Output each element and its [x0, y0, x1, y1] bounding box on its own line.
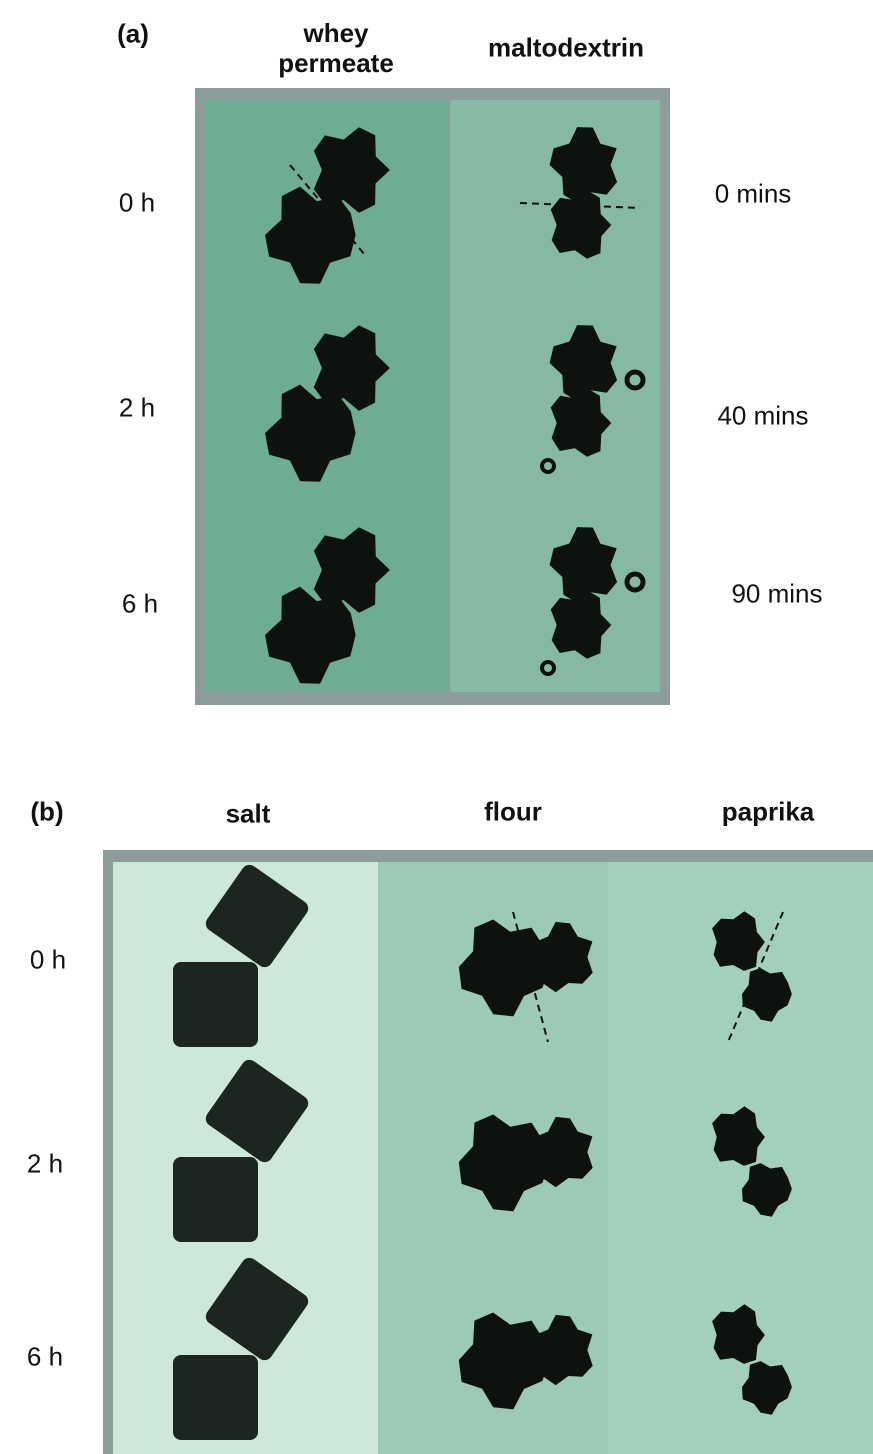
row-label: 0 h	[30, 945, 66, 976]
column-header: flour	[484, 797, 542, 828]
crystal	[173, 1355, 258, 1440]
column-header: whey permeate	[261, 18, 411, 78]
time-label: 40 mins	[717, 401, 808, 432]
panel-label: (a)	[117, 19, 149, 50]
row-label: 6 h	[27, 1342, 63, 1373]
time-label: 90 mins	[731, 579, 822, 610]
time-label: 0 mins	[715, 179, 792, 210]
crystal	[173, 1157, 258, 1242]
panel-label: (b)	[30, 797, 63, 828]
micrograph	[450, 500, 660, 692]
column-header: salt	[226, 799, 271, 830]
crystal	[173, 962, 258, 1047]
figure: (a) whey permeate maltodextrin 0 h 2 h 6…	[0, 0, 873, 1454]
column-header: paprika	[722, 797, 815, 828]
row-label: 2 h	[119, 393, 155, 424]
column-header: maltodextrin	[488, 33, 644, 64]
micrograph	[450, 100, 660, 298]
row-label: 2 h	[27, 1149, 63, 1180]
row-label: 6 h	[122, 589, 158, 620]
row-label: 0 h	[119, 188, 155, 219]
